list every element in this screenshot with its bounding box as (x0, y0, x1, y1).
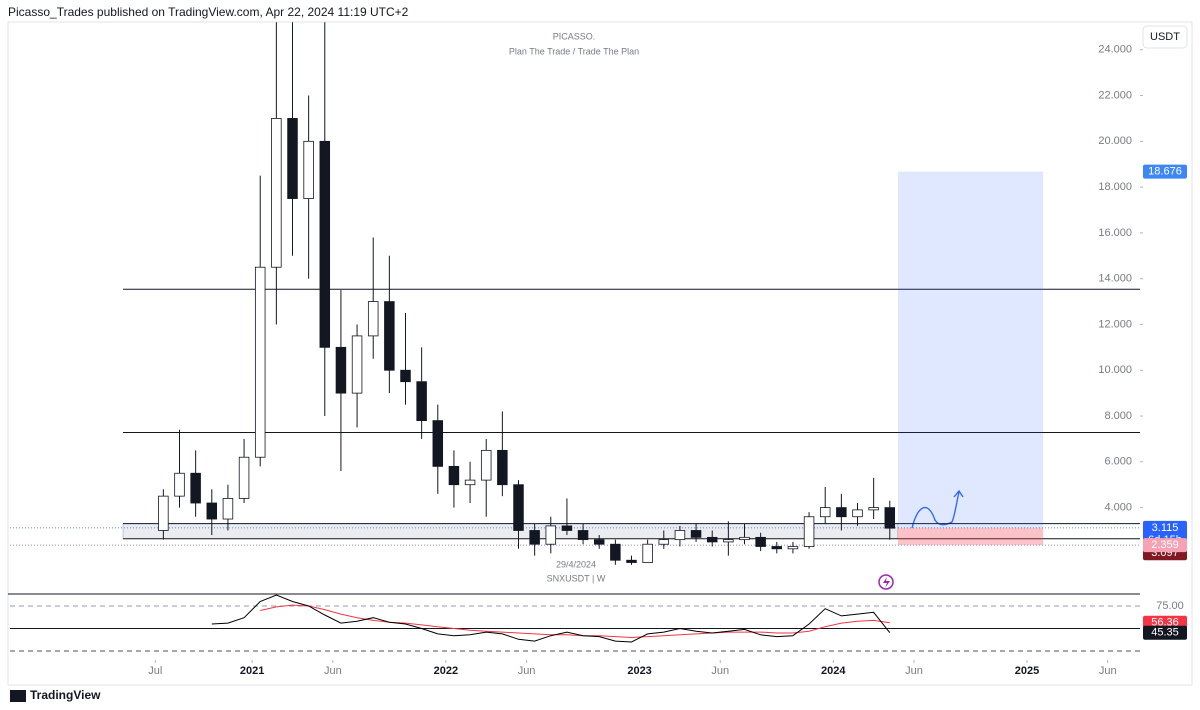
candle-body (674, 530, 686, 541)
y-tick-label: 20.000 (1098, 135, 1132, 147)
stop-label-box (1143, 538, 1187, 553)
candle-body (690, 530, 702, 538)
candle-body (448, 465, 460, 486)
candle-body (271, 118, 282, 268)
candle-body (561, 525, 573, 531)
chart-subtitle: Plan The Trade / Trade The Plan (509, 46, 639, 56)
x-tick-label: 2024 (821, 665, 846, 677)
entry-label: 3.115 (1152, 522, 1179, 534)
rsi-ma-label: 56.36 (1151, 617, 1179, 629)
candle-body (884, 507, 896, 529)
chart-title: PICASSO. (553, 31, 596, 41)
rsi-tick-label: 75.00 (1156, 600, 1184, 612)
y-tick-label: 8.000 (1104, 410, 1132, 422)
candle-body (238, 456, 250, 499)
target-label-box (1143, 164, 1187, 179)
candle-body (819, 507, 831, 518)
candle-body (706, 536, 718, 543)
rsi-line (211, 594, 891, 643)
candle-body (577, 530, 589, 541)
projection-arrow (911, 489, 964, 529)
y-tick-label: 22.000 (1098, 89, 1132, 101)
footer: TradingView (30, 688, 101, 702)
x-tick-label: Jun (711, 665, 729, 677)
y-tick-label: 18.000 (1098, 181, 1132, 193)
rsi-value-label-box (1143, 625, 1187, 640)
candle-body (254, 266, 266, 458)
candle-body (480, 449, 492, 481)
candle-body (206, 502, 218, 520)
candle-body (803, 516, 815, 547)
rsi-value-label: 45.35 (1151, 627, 1179, 639)
currency-button[interactable] (1142, 25, 1188, 49)
stop-box (897, 527, 1044, 546)
y-tick-label: 4.000 (1104, 501, 1132, 513)
stop-label: 2.359 (1151, 539, 1179, 551)
candle-body (739, 536, 750, 541)
header: Picasso_Trades published on TradingView.… (8, 5, 409, 19)
candle-body (400, 369, 411, 383)
x-tick-label: Jun (1099, 665, 1117, 677)
target-label: 18.676 (1148, 166, 1182, 178)
x-tick-label: Jul (148, 665, 162, 677)
candle-body (852, 509, 863, 518)
candle-body (771, 546, 783, 550)
candle-body (626, 559, 637, 563)
candle-body (174, 472, 185, 497)
candle-body (658, 539, 670, 545)
candle-body (787, 546, 799, 550)
candle-body (755, 536, 766, 547)
currency[interactable]: USDT (1150, 31, 1180, 43)
x-tick-label: Jun (905, 665, 923, 677)
candle-body (529, 530, 540, 545)
x-tick-label: 2021 (240, 665, 264, 677)
candle-body (351, 335, 363, 394)
y-tick-label: 16.000 (1098, 227, 1132, 239)
y-tick-label: 12.000 (1098, 318, 1132, 330)
candle-body (836, 507, 847, 518)
candle-body (367, 301, 379, 337)
candle-body (319, 140, 331, 348)
candle-body (545, 525, 557, 545)
date-label: 29/4/2024 (556, 559, 596, 569)
y-tick-label: 10.000 (1098, 364, 1132, 376)
support-zone (122, 523, 899, 539)
candle-body (222, 498, 234, 520)
candle-body (723, 539, 734, 543)
candle-body (384, 301, 395, 371)
candle-body (464, 479, 476, 486)
candle-body (868, 507, 879, 511)
candle-body (432, 420, 444, 467)
x-tick-label: 2022 (434, 665, 458, 677)
y-tick-label: 6.000 (1104, 456, 1132, 468)
x-tick-label: 2025 (1015, 665, 1039, 677)
y-tick-label: 14.000 (1098, 273, 1132, 285)
chart-frame (7, 21, 1193, 686)
tv-logo (10, 690, 26, 702)
y-tick-label: 24.000 (1098, 44, 1132, 56)
lightning-icon[interactable] (878, 574, 894, 590)
candle-body (190, 472, 201, 504)
candle-body (642, 543, 653, 563)
candle-body (497, 449, 508, 486)
symbol: SNXUSDT | W (547, 573, 606, 583)
candle-body (303, 140, 314, 199)
lightning-glyph (883, 577, 890, 588)
candle-body (158, 495, 169, 531)
candle-body (335, 346, 347, 394)
candle-body (610, 543, 621, 561)
x-tick-label: Jun (518, 665, 536, 677)
x-tick-label: Jun (324, 665, 342, 677)
candle-body (593, 539, 605, 545)
candle-body (513, 484, 524, 531)
target-box (897, 171, 1044, 528)
x-tick-label: 2023 (627, 665, 651, 677)
candle-body (287, 118, 298, 199)
candle-body (416, 381, 427, 422)
